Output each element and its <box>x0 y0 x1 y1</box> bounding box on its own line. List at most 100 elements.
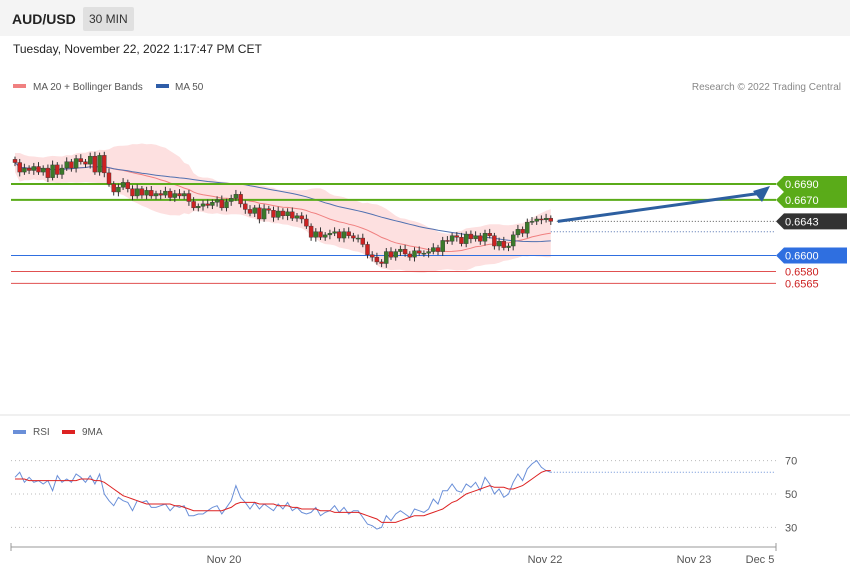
instrument-title: AUD/USD <box>12 11 76 27</box>
candle-body-bullish <box>233 194 239 199</box>
candle <box>191 197 196 211</box>
candle <box>261 204 267 222</box>
candle-body-bullish <box>323 234 328 238</box>
ma9-line <box>15 470 551 523</box>
candle <box>22 163 27 175</box>
candle <box>31 162 36 175</box>
candle-body-bullish <box>393 251 398 258</box>
candle-body-bullish <box>22 167 27 173</box>
candle <box>360 233 365 248</box>
candle <box>69 158 74 172</box>
candle-body-bearish <box>111 183 116 193</box>
candle <box>492 232 497 250</box>
timeframe-badge[interactable]: 30 MIN <box>83 7 134 31</box>
candle <box>525 218 530 238</box>
candle <box>506 243 511 252</box>
candle-body-bearish <box>299 215 304 220</box>
candle-body-bullish <box>153 193 159 197</box>
candle <box>252 205 257 217</box>
candle-body-bearish <box>435 247 441 252</box>
candle <box>257 204 262 224</box>
candle <box>224 198 229 212</box>
candle <box>496 237 502 251</box>
candle <box>196 203 201 212</box>
level-label-0.6600: 0.6600 <box>785 251 819 263</box>
x-tick-label: Nov 23 <box>677 554 712 566</box>
x-tick-label: Dec 5 <box>746 554 775 566</box>
candle-body-bearish <box>388 251 394 258</box>
ma9-legend-label: 9MA <box>82 427 103 438</box>
candle-body-bullish <box>200 203 206 207</box>
candle-body-bearish <box>83 161 88 165</box>
candle-body-bullish <box>252 207 257 214</box>
candle <box>445 236 450 245</box>
candle <box>520 226 525 237</box>
candle <box>36 162 41 175</box>
candle <box>266 205 271 214</box>
candle-body-bearish <box>191 201 196 209</box>
candle-body-bearish <box>92 155 98 173</box>
level-tag-0.6690 <box>776 176 847 192</box>
candle <box>426 247 431 258</box>
candle <box>327 229 333 240</box>
candle <box>355 234 361 243</box>
candle-body-bullish <box>313 231 318 238</box>
candle-body-bullish <box>87 155 93 165</box>
candle-body-bearish <box>219 199 225 209</box>
candle-body-bearish <box>478 235 483 242</box>
candle-body-bullish <box>50 164 55 178</box>
candle-body-bullish <box>543 217 549 220</box>
candle-body-bearish <box>501 241 506 248</box>
candle-body-bullish <box>210 202 215 206</box>
candle-body-bullish <box>97 155 102 173</box>
candle-body-bullish <box>134 188 140 197</box>
level-label-0.6580: 0.6580 <box>785 266 819 278</box>
rsi-panel: 70 50 30 <box>11 456 797 534</box>
candle-body-bearish <box>12 159 18 163</box>
candle <box>374 252 380 265</box>
candle-body-bearish <box>346 231 351 236</box>
candle-body-bearish <box>360 237 365 245</box>
candle-body-bearish <box>55 164 60 175</box>
rsi-tick-label: 70 <box>785 456 797 468</box>
candle <box>186 189 192 206</box>
candle-body-bullish <box>196 206 201 209</box>
level-tag-0.6670 <box>776 191 847 208</box>
candle <box>323 232 328 241</box>
candle-body-bullish <box>464 233 469 244</box>
candle <box>478 232 483 245</box>
candle-body-bullish <box>327 233 333 236</box>
candle <box>449 232 455 245</box>
candle-body-bearish <box>139 188 145 196</box>
candle-body-bullish <box>332 231 337 234</box>
candle <box>177 189 182 199</box>
candle-body-bearish <box>149 190 154 197</box>
candle <box>205 199 210 209</box>
candle <box>459 232 464 247</box>
candlesticks <box>12 151 553 268</box>
candle <box>473 231 478 242</box>
candle <box>12 156 18 167</box>
candle <box>487 228 492 239</box>
level-label-0.6643: 0.6643 <box>785 216 819 228</box>
candle <box>417 246 422 256</box>
candle <box>97 152 102 176</box>
candle <box>402 244 408 257</box>
projection-arrow <box>557 186 770 223</box>
candle <box>412 247 417 262</box>
candle-body-bullish <box>440 240 445 252</box>
candle <box>299 212 304 224</box>
candle <box>308 223 314 241</box>
candle <box>214 196 220 207</box>
candle-body-bearish <box>205 203 210 206</box>
candle <box>144 186 149 200</box>
candle-body-bearish <box>379 261 384 264</box>
candle <box>421 250 427 257</box>
candle-body-bearish <box>445 240 450 242</box>
candle-body-bearish <box>487 233 492 236</box>
candle-body-bearish <box>243 203 248 210</box>
candle-body-bullish <box>515 229 521 236</box>
candle <box>78 154 84 165</box>
candle-body-bullish <box>73 158 79 169</box>
candle <box>167 188 173 202</box>
